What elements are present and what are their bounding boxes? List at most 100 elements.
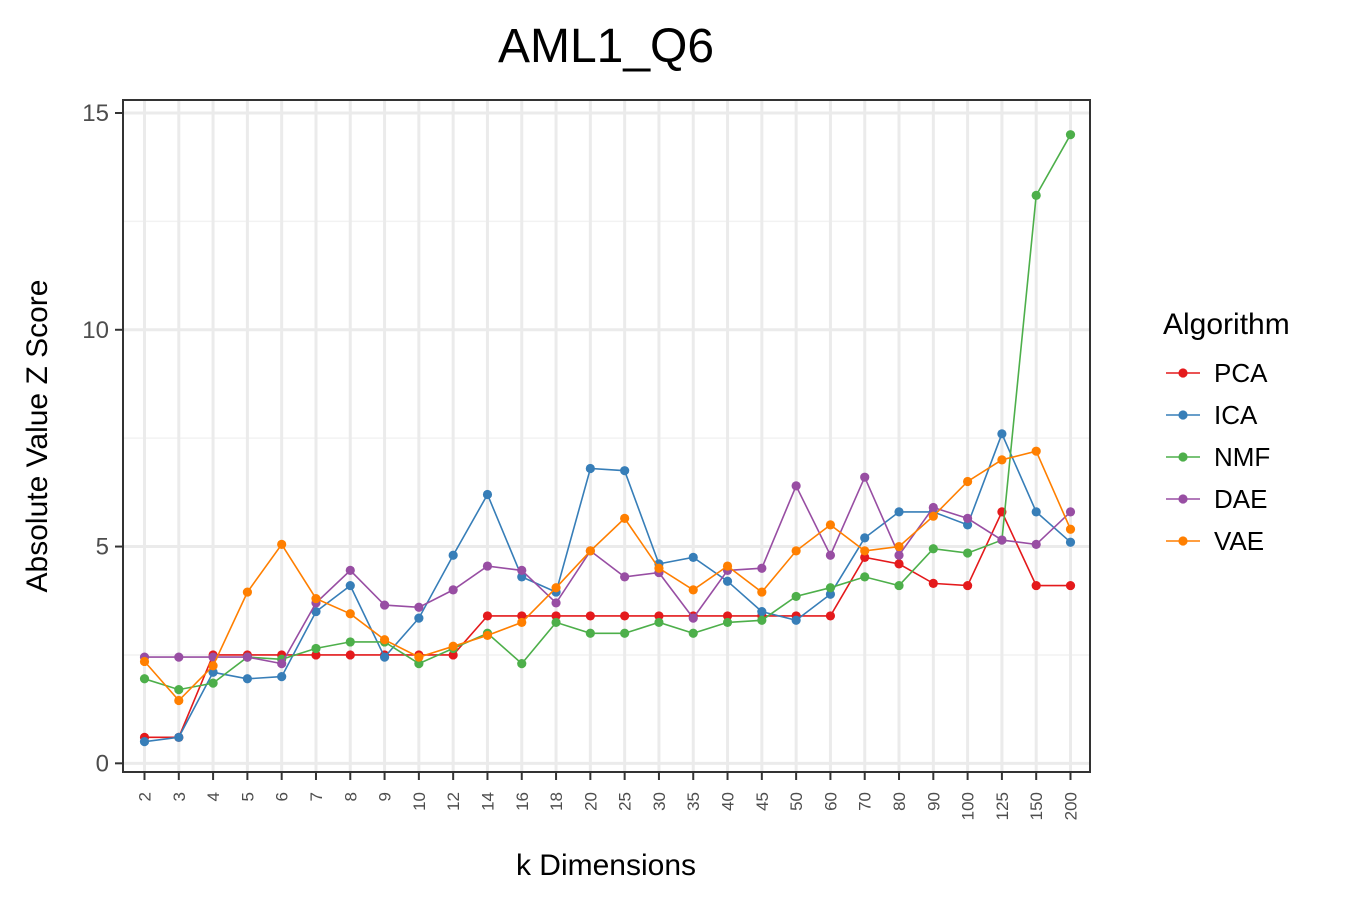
data-point — [277, 539, 287, 549]
data-point — [791, 481, 801, 491]
x-tick-label: 9 — [376, 792, 395, 801]
data-point — [242, 674, 252, 684]
data-point — [448, 550, 458, 560]
data-point — [620, 611, 630, 621]
data-point — [414, 659, 424, 669]
data-point — [963, 580, 973, 591]
legend-label: ICA — [1214, 400, 1258, 430]
data-point — [174, 685, 184, 695]
plot-border — [122, 99, 1091, 773]
data-point — [791, 615, 801, 625]
data-point — [208, 678, 218, 688]
data-point — [448, 650, 458, 660]
data-point — [482, 630, 493, 641]
x-tick-label: 100 — [959, 792, 978, 820]
data-point — [860, 572, 870, 582]
x-tick-label: 2 — [136, 792, 155, 801]
data-point — [311, 650, 321, 660]
series-line — [144, 510, 1071, 739]
data-point — [242, 652, 252, 662]
data-point — [311, 593, 321, 604]
x-tick-label: 12 — [444, 792, 463, 811]
data-point — [1031, 507, 1041, 517]
grid — [123, 100, 1090, 772]
data-point — [997, 429, 1007, 439]
data-point — [1065, 130, 1076, 140]
data-point — [894, 550, 904, 560]
y-axis-title: Absolute Value Z Score — [21, 280, 54, 593]
legend-key-point — [1178, 494, 1188, 504]
x-tick-label: 8 — [341, 792, 360, 801]
data-point — [688, 613, 698, 623]
data-point — [551, 583, 561, 593]
data-point — [345, 650, 355, 660]
data-point — [448, 641, 458, 651]
x-tick-label: 30 — [650, 792, 669, 811]
data-point — [1031, 190, 1041, 200]
data-point — [997, 535, 1007, 545]
x-axis: 2 3 4 5 6 7 8 9 10 12 14 16 18 20 25 30 35 40 45 50 60 70 80 90… — [136, 772, 1081, 820]
data-point — [208, 661, 218, 671]
series-layer — [139, 130, 1076, 747]
data-point — [345, 565, 355, 576]
data-point — [311, 606, 321, 617]
data-point — [928, 578, 938, 589]
data-point — [654, 611, 664, 621]
x-tick-label: 14 — [478, 792, 497, 811]
data-point — [894, 507, 904, 517]
data-point — [585, 546, 595, 556]
series-line — [143, 450, 1072, 702]
data-point — [139, 737, 150, 747]
x-tick-label: 90 — [924, 792, 943, 811]
y-axis: 0 5 10 15 — [82, 100, 123, 777]
data-point — [620, 572, 630, 582]
y-tick-label: 10 — [82, 317, 109, 344]
data-point — [551, 598, 561, 608]
legend-key-point — [1178, 410, 1188, 420]
data-point — [517, 659, 527, 669]
data-point — [174, 695, 184, 706]
data-point — [585, 628, 595, 638]
data-point — [517, 565, 527, 576]
data-point — [551, 617, 561, 628]
series-nmf — [139, 130, 1076, 695]
y-tick-label: 5 — [96, 534, 109, 561]
data-point — [757, 587, 767, 597]
legend-label: PCA — [1214, 358, 1268, 388]
data-point — [345, 580, 355, 591]
data-point — [517, 572, 527, 582]
data-point — [963, 548, 973, 558]
x-tick-label: 50 — [787, 792, 806, 811]
data-point — [277, 659, 287, 669]
legend-item-dae: DAE — [1166, 484, 1267, 514]
data-point — [791, 591, 801, 602]
series-dae — [139, 472, 1076, 669]
data-point — [139, 674, 150, 684]
legend: Algorithm PCA ICA NMF DAE VAE — [1163, 308, 1290, 556]
data-point — [963, 520, 973, 530]
data-point — [242, 587, 252, 597]
series-line — [144, 431, 1072, 743]
data-point — [928, 544, 938, 554]
data-point — [654, 617, 664, 628]
x-tick-label: 40 — [719, 792, 738, 811]
data-point — [722, 611, 733, 621]
data-point — [585, 611, 595, 621]
data-point — [1031, 580, 1041, 591]
data-point — [688, 552, 698, 562]
data-point — [894, 580, 904, 591]
data-point — [894, 559, 904, 569]
x-tick-label: 18 — [547, 792, 566, 811]
data-point — [1031, 446, 1041, 456]
data-point — [174, 652, 184, 662]
x-tick-label: 35 — [684, 792, 703, 811]
data-point — [757, 563, 767, 573]
data-point — [379, 635, 390, 645]
data-point — [345, 609, 355, 619]
x-tick-label: 45 — [753, 792, 772, 811]
data-point — [928, 502, 938, 513]
data-point — [963, 476, 973, 487]
chart-title: AML1_Q6 — [498, 20, 714, 73]
data-point — [860, 552, 870, 562]
series-vae — [139, 446, 1076, 706]
